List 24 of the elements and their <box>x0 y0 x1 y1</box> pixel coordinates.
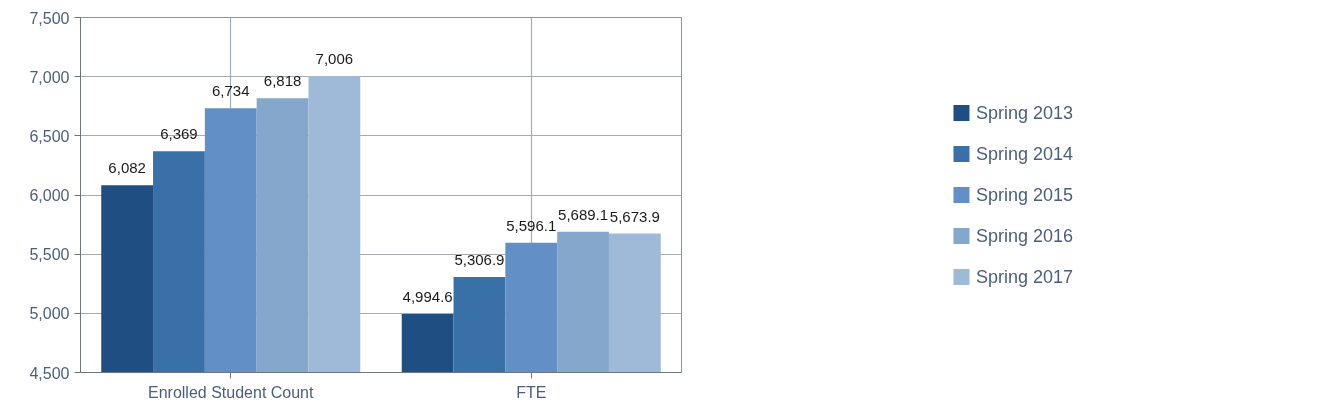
y-tick-label: 6,500 <box>29 127 70 145</box>
legend-label: Spring 2014 <box>975 143 1074 164</box>
y-tick-label: 5,000 <box>29 305 70 323</box>
legend-label: Spring 2017 <box>975 266 1074 287</box>
data-label: 4,994.6 <box>402 287 453 305</box>
data-label: 6,818 <box>263 72 302 90</box>
data-label: 5,306.9 <box>454 251 505 269</box>
data-label: 5,673.9 <box>609 207 660 225</box>
data-label: 6,734 <box>211 82 250 100</box>
y-tick-label: 4,500 <box>29 364 70 382</box>
legend-label: Spring 2016 <box>975 225 1074 246</box>
y-tick-label: 7,000 <box>29 68 70 86</box>
data-label: 6,369 <box>160 125 198 143</box>
data-label: 6,082 <box>108 159 146 177</box>
data-label: 7,006 <box>315 49 354 67</box>
data-label: 5,689.1 <box>558 205 609 223</box>
legend-label: Spring 2013 <box>975 102 1074 123</box>
legend-label: Spring 2015 <box>975 184 1074 205</box>
y-tick-label: 6,000 <box>29 187 70 204</box>
y-tick-label: 7,500 <box>29 9 70 27</box>
y-tick-label: 5,500 <box>29 246 70 264</box>
x-tick-label: Enrolled Student Count <box>148 383 315 401</box>
data-label: 5,596.1 <box>506 216 557 234</box>
x-tick-label: FTE <box>516 383 547 401</box>
